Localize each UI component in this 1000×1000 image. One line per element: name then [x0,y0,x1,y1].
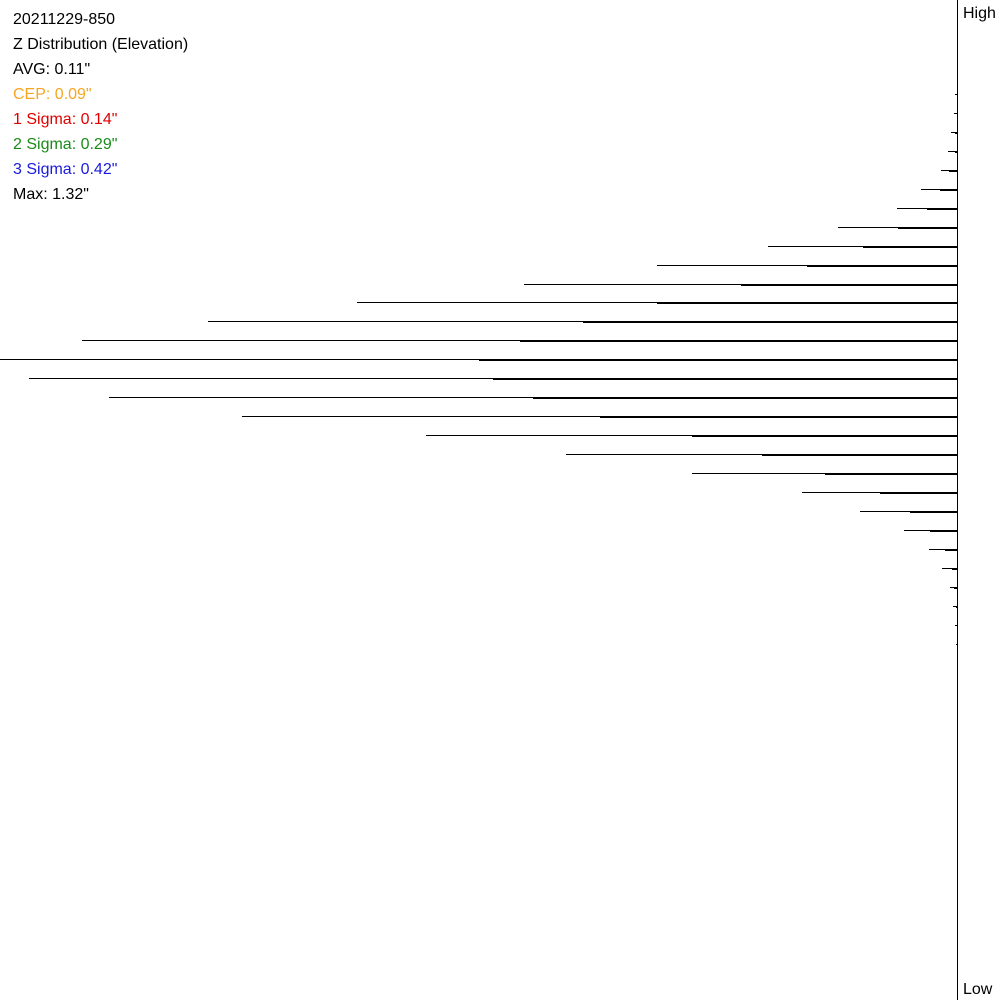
bar [898,228,957,229]
bar [880,493,957,494]
bar [692,436,957,437]
bar [762,455,957,456]
bar [940,190,957,191]
stat-label: 1 Sigma: 0.14" [13,111,117,128]
chart-title: 20211229-850 [13,11,115,28]
bar [657,265,957,266]
bar [921,189,957,190]
chart-subtitle: Z Distribution (Elevation) [13,36,188,53]
bar [942,568,957,569]
stat-label: CEP: 0.09" [13,86,92,103]
bar [82,340,957,341]
bar [533,398,957,399]
bar [950,587,957,588]
bar [357,302,957,303]
bar [949,171,957,172]
bar [956,607,957,608]
bar [242,416,957,417]
bar [208,321,957,322]
stat-label: AVG: 0.11" [13,61,90,78]
bar [426,435,957,436]
bar [904,530,957,531]
bar [524,284,957,285]
bar [860,511,957,512]
bar [951,132,957,133]
bar [930,531,957,532]
bar [109,397,957,398]
bar [955,152,957,153]
bar [954,113,957,114]
bar [692,473,957,474]
bar [493,379,957,380]
stat-label: Max: 1.32" [13,186,89,203]
bar [479,360,957,361]
bar [825,474,957,475]
bar [927,209,957,210]
bar [955,625,957,626]
axis-bottom-label: Low [963,981,993,998]
bar [954,588,957,589]
bar [657,303,957,304]
bar [955,94,957,95]
bar [956,644,957,645]
bar [838,227,957,228]
bar [29,378,957,379]
bar [948,151,957,152]
bar [952,569,957,570]
bar [520,341,957,342]
bar [953,606,957,607]
stat-label: 3 Sigma: 0.42" [13,161,117,178]
bar [583,322,957,323]
bar [600,417,957,418]
bar [910,512,957,513]
bar [802,492,957,493]
stat-label: 2 Sigma: 0.29" [13,136,117,153]
bar [863,247,957,248]
bar [807,266,957,267]
axis-top-label: High [963,5,996,22]
bar [0,359,957,360]
bar [741,285,957,286]
bar [941,170,957,171]
bar [929,549,957,550]
bar [897,208,957,209]
bar [945,550,957,551]
bar [955,133,957,134]
bar [566,454,957,455]
bar [768,246,957,247]
